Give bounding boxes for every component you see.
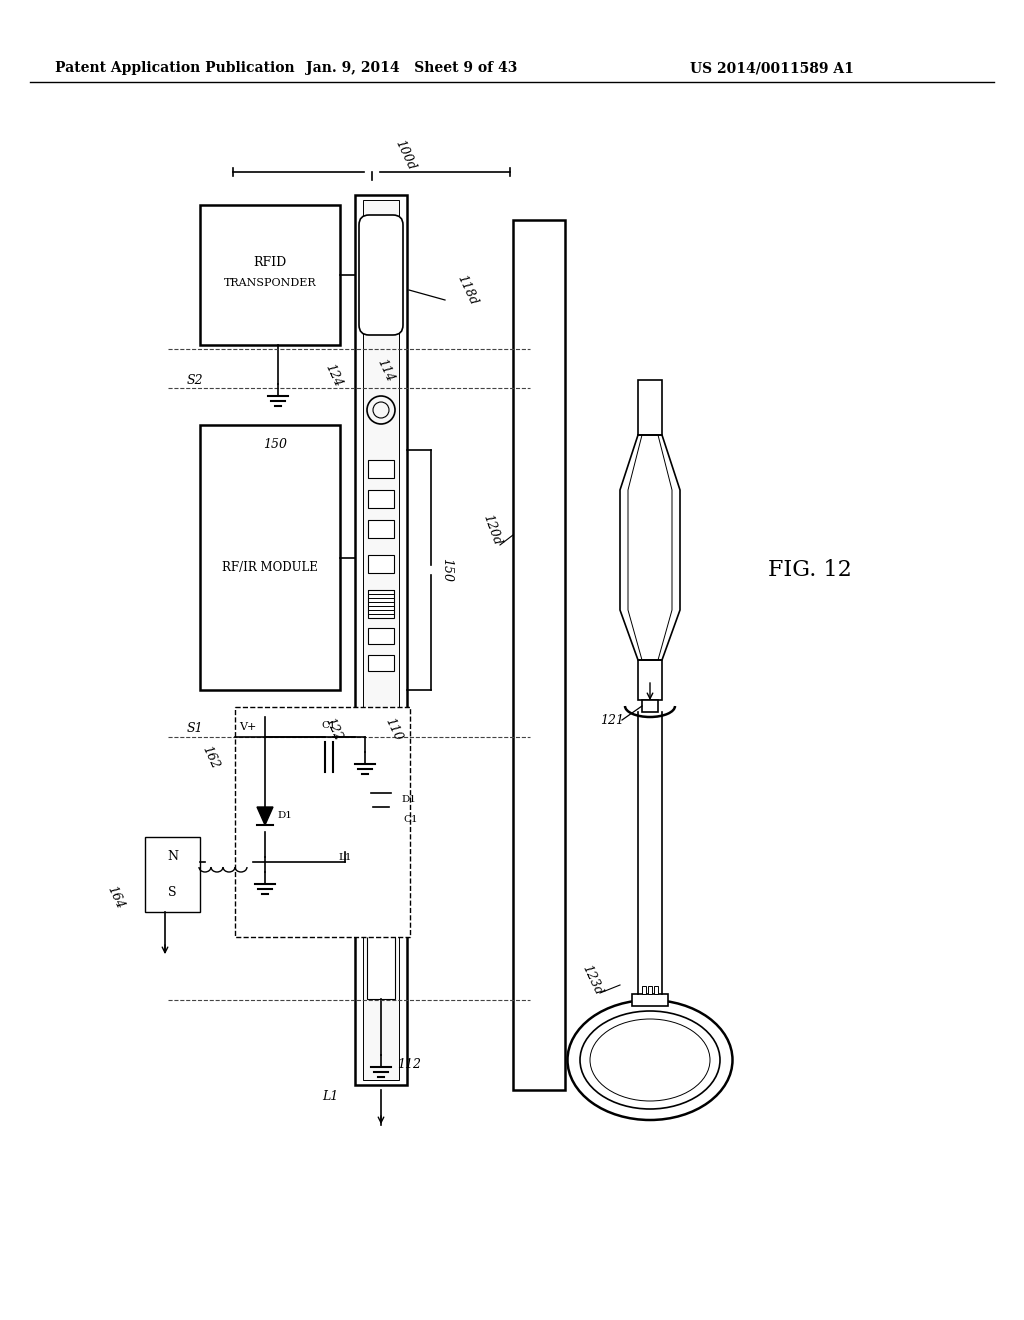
Text: 124: 124: [322, 362, 344, 388]
Polygon shape: [257, 807, 273, 825]
Text: 120d: 120d: [480, 512, 504, 548]
Bar: [368, 628, 394, 644]
Bar: [368, 490, 394, 508]
Bar: [368, 459, 394, 478]
Text: RFID: RFID: [253, 256, 287, 269]
Bar: [371, 810, 391, 828]
Bar: [368, 520, 394, 539]
Text: 150: 150: [440, 558, 454, 582]
Text: 164: 164: [104, 883, 126, 911]
Text: FIG. 12: FIG. 12: [768, 558, 852, 581]
Text: Jan. 9, 2014   Sheet 9 of 43: Jan. 9, 2014 Sheet 9 of 43: [306, 61, 518, 75]
Text: C1: C1: [403, 814, 419, 824]
Text: 100d: 100d: [392, 137, 418, 172]
Bar: [368, 655, 394, 671]
Text: N: N: [167, 850, 178, 863]
Bar: [654, 986, 658, 994]
Ellipse shape: [580, 1011, 720, 1109]
Text: US 2014/0011589 A1: US 2014/0011589 A1: [690, 61, 854, 75]
FancyBboxPatch shape: [359, 215, 403, 335]
Bar: [638, 380, 662, 436]
Text: 122: 122: [322, 715, 344, 743]
Text: 114: 114: [374, 356, 396, 384]
Bar: [145, 837, 200, 912]
Text: RF/IR MODULE: RF/IR MODULE: [222, 561, 317, 574]
Bar: [367, 845, 395, 999]
Text: S1: S1: [186, 722, 204, 735]
Bar: [638, 660, 662, 700]
Bar: [368, 554, 394, 573]
Text: TRANSPONDER: TRANSPONDER: [223, 279, 316, 288]
Text: 150: 150: [263, 438, 287, 451]
Text: 112: 112: [397, 1059, 421, 1072]
Text: C1: C1: [322, 721, 336, 730]
Text: 162: 162: [199, 743, 221, 771]
Bar: [368, 590, 394, 618]
Text: L1: L1: [322, 1090, 338, 1104]
Text: Patent Application Publication: Patent Application Publication: [55, 61, 295, 75]
Bar: [642, 700, 658, 711]
Bar: [648, 986, 652, 994]
Bar: [234, 708, 410, 937]
Text: D1: D1: [278, 812, 293, 821]
Bar: [362, 201, 399, 1080]
Text: D1: D1: [401, 796, 417, 804]
Text: S2: S2: [186, 374, 204, 387]
Text: S: S: [168, 886, 177, 899]
Ellipse shape: [590, 1019, 710, 1101]
Bar: [200, 205, 340, 345]
Bar: [355, 195, 407, 1085]
Text: 121: 121: [600, 714, 624, 726]
Text: 110: 110: [382, 715, 403, 743]
Text: 123d: 123d: [580, 962, 604, 997]
Bar: [642, 986, 646, 994]
Bar: [513, 220, 565, 1090]
Polygon shape: [373, 793, 389, 807]
Text: V+: V+: [240, 722, 257, 733]
Bar: [200, 425, 340, 690]
Ellipse shape: [567, 1001, 732, 1119]
Text: L1: L1: [338, 853, 352, 862]
Bar: [632, 994, 668, 1006]
Text: 118d: 118d: [455, 273, 479, 308]
